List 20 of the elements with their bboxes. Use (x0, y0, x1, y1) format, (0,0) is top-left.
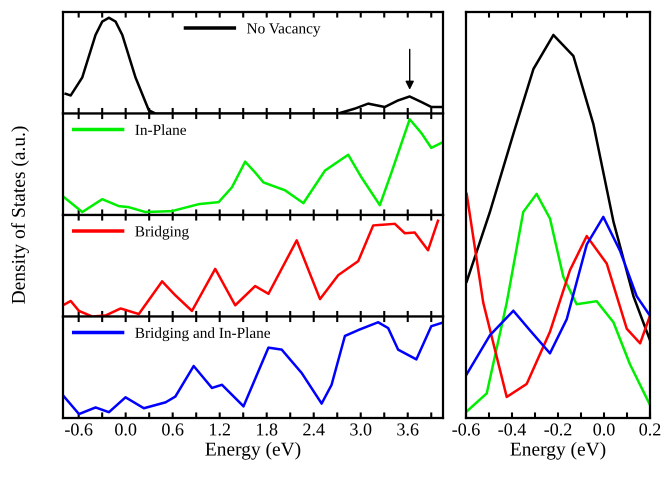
x-tick-label: 3.6 (397, 423, 418, 436)
x-tick-label: -0.6 (452, 423, 480, 436)
legend-label: In-Plane (135, 124, 186, 136)
x-tick-label: 0.6 (162, 423, 184, 436)
legend-label: Bridging (135, 226, 189, 240)
x-axis-title: Energy (eV) (205, 442, 300, 460)
x-axis-title: Energy (eV) (510, 442, 606, 460)
x-tick-label: -0.6 (65, 423, 92, 436)
x-tick-label: 1.8 (257, 423, 278, 436)
x-tick-label: 2.4 (303, 423, 325, 436)
x-tick-label: 0.0 (115, 423, 136, 436)
x-tick-label: 1.2 (210, 423, 230, 436)
x-tick-label: 0.2 (639, 423, 660, 436)
legend-label: No Vacancy (247, 23, 320, 37)
legend-label: Bridging and In-Plane (135, 327, 270, 342)
y-axis-title: Density of States (a.u.) (11, 126, 29, 304)
x-tick-label: -0.2 (544, 423, 572, 436)
x-tick-label: 3.0 (350, 423, 372, 436)
x-tick-label: 0.0 (593, 423, 615, 436)
x-tick-label: -0.4 (498, 423, 526, 436)
